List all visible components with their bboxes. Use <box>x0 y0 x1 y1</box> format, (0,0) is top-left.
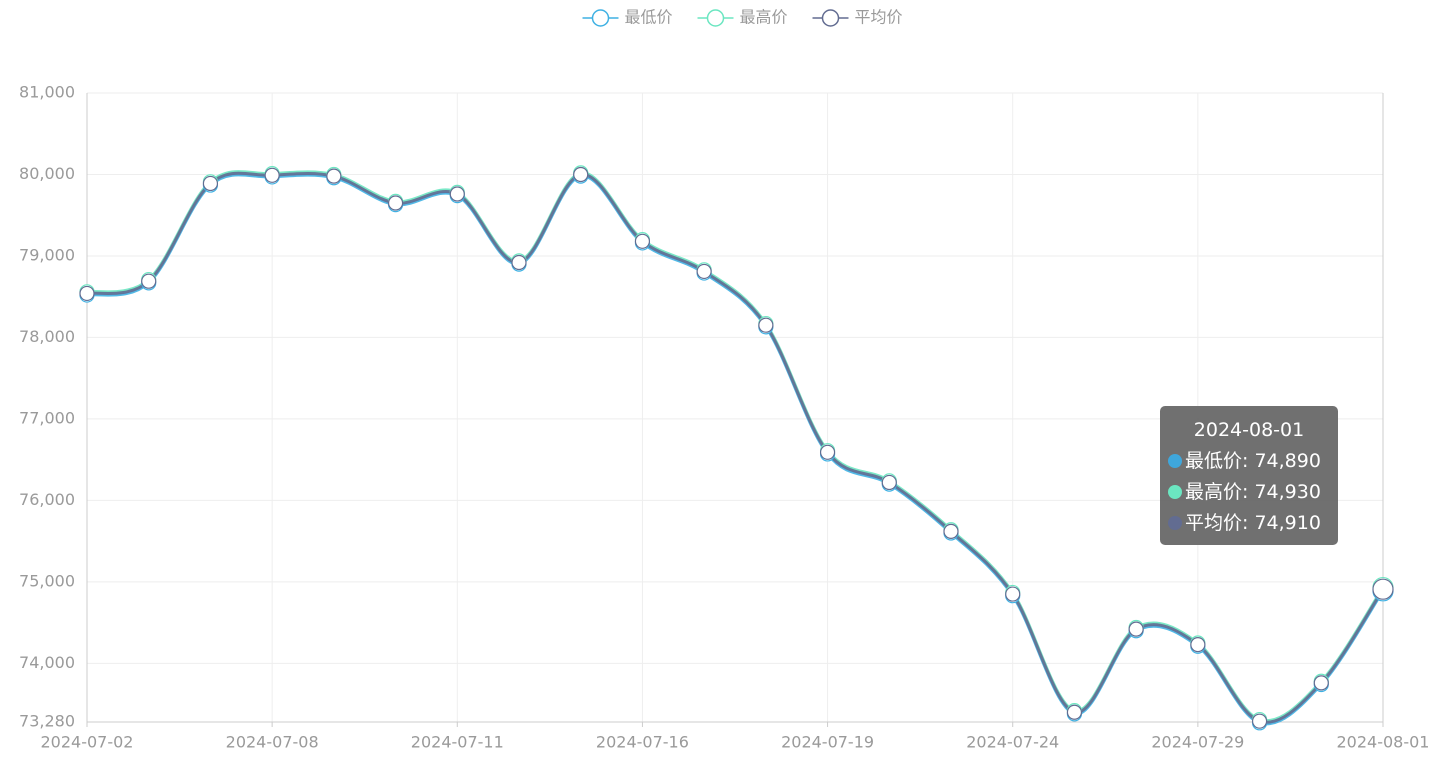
point <box>326 168 342 184</box>
tooltip-row: 最高价: 74,930 <box>1168 478 1338 509</box>
point <box>141 273 157 289</box>
y-tick-label: 81,000 <box>19 83 75 102</box>
tooltip-name: 最低价 <box>1185 450 1243 472</box>
legend-label: 最低价 <box>625 8 673 27</box>
tooltip-value: 74,910 <box>1254 512 1321 534</box>
point <box>819 444 836 460</box>
x-tick-label: 2024-07-29 <box>1151 733 1244 752</box>
legend-label: 平均价 <box>855 8 903 27</box>
y-tick-label: 79,000 <box>19 245 75 264</box>
tooltip-row: 最低价: 74,890 <box>1168 447 1338 478</box>
tooltip: 2024-08-01 最低价: 74,890 最高价: 74,930 平均价: … <box>1160 406 1338 545</box>
x-tick-label: 2024-07-08 <box>226 733 319 752</box>
point <box>943 523 959 539</box>
point <box>881 474 897 491</box>
y-tick-label: 78,000 <box>19 327 75 346</box>
point <box>1190 636 1206 653</box>
line <box>86 171 1385 724</box>
tooltip-value: 74,890 <box>1254 450 1321 472</box>
point <box>634 233 651 249</box>
x-tick-label: 2024-07-02 <box>41 733 134 752</box>
tooltip-title: 2024-08-01 <box>1193 419 1305 441</box>
x-tick-label: 2024-07-11 <box>411 733 504 752</box>
x-tick-label: 2024-08-01 <box>1337 733 1430 752</box>
y-tick-label: 80,000 <box>19 164 75 183</box>
tooltip-row: 平均价: 74,910 <box>1168 509 1338 540</box>
tooltip-dot <box>1168 516 1182 530</box>
x-tick-label: 2024-07-16 <box>596 733 689 752</box>
legend-icon <box>821 9 840 27</box>
point <box>1128 621 1144 637</box>
tooltip-name: 最高价 <box>1185 481 1243 503</box>
legend-label: 最高价 <box>740 8 788 27</box>
tooltip-dot <box>1168 454 1182 468</box>
point <box>79 285 95 302</box>
tooltip-name: 平均价 <box>1185 512 1243 534</box>
point <box>1066 704 1083 720</box>
tooltip-value: 74,930 <box>1254 481 1321 503</box>
point <box>1372 578 1394 600</box>
y-tick-label: 76,000 <box>19 490 75 509</box>
point <box>387 195 404 211</box>
point <box>1005 586 1021 602</box>
point <box>449 186 465 202</box>
point <box>573 166 589 183</box>
tooltip-dot <box>1168 485 1182 499</box>
point <box>264 167 280 183</box>
y-tick-label: 73,280 <box>19 712 75 731</box>
point <box>758 317 774 333</box>
y-tick-label: 74,000 <box>19 653 75 672</box>
x-tick-label: 2024-07-24 <box>966 733 1059 752</box>
point <box>696 263 712 280</box>
point <box>511 254 527 271</box>
point <box>1251 713 1268 729</box>
x-tick-label: 2024-07-19 <box>781 733 874 752</box>
point <box>202 175 219 192</box>
y-tick-label: 75,000 <box>19 571 75 590</box>
point <box>1313 675 1329 691</box>
y-tick-label: 77,000 <box>19 408 75 427</box>
legend-icon <box>591 9 610 27</box>
legend-icon <box>706 9 725 27</box>
